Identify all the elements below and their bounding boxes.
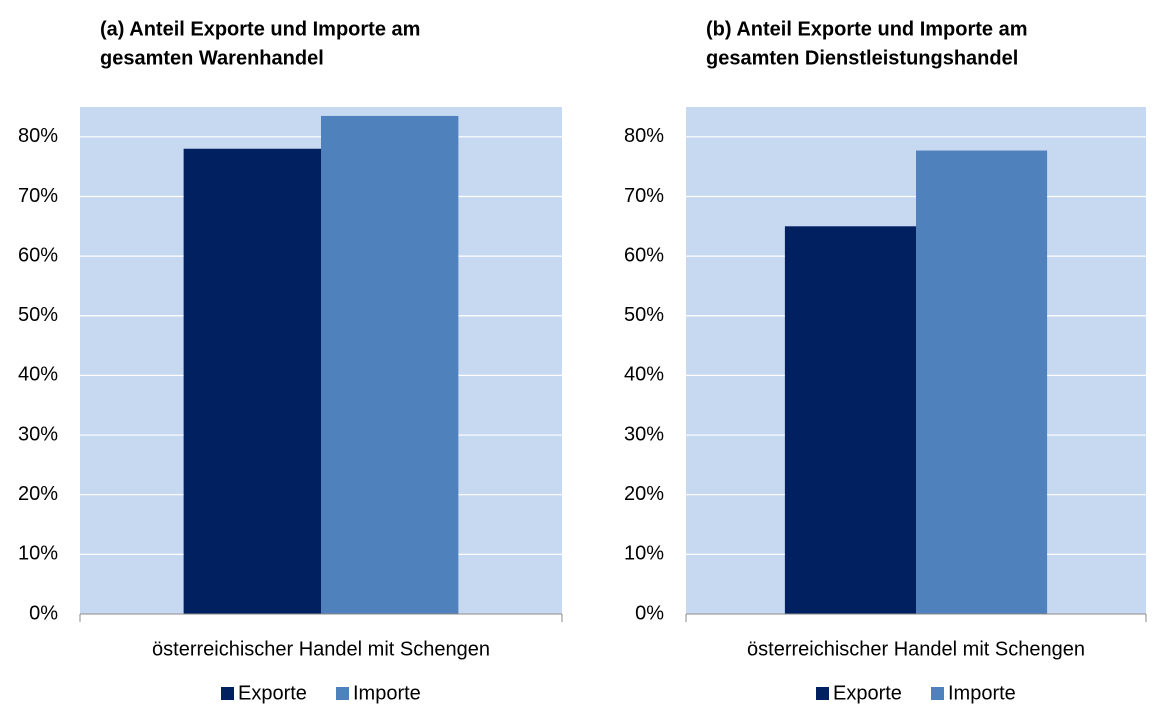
legend-marker — [336, 687, 349, 700]
y-tick-label: 30% — [624, 423, 664, 445]
bar — [784, 226, 916, 614]
chart-title: (a) Anteil Exporte und Importe am — [100, 18, 420, 40]
legend-label: Exporte — [238, 682, 307, 704]
y-tick-label: 40% — [624, 364, 664, 386]
chart-title: gesamten Dienstleistungshandel — [706, 47, 1018, 69]
y-tick-label: 20% — [624, 483, 664, 505]
y-tick-label: 10% — [624, 543, 664, 565]
legend-marker — [221, 687, 234, 700]
bar — [321, 115, 459, 615]
y-tick-label: 70% — [624, 185, 664, 207]
y-tick-label: 30% — [18, 423, 58, 445]
x-tick-label: österreichischer Handel mit Schengen — [152, 638, 490, 660]
legend-marker — [931, 687, 944, 700]
y-tick-label: 0% — [29, 602, 58, 624]
chart-title: (b) Anteil Exporte und Importe am — [706, 18, 1028, 40]
x-tick-label: österreichischer Handel mit Schengen — [747, 638, 1085, 660]
legend-label: Exporte — [833, 682, 902, 704]
y-tick-label: 70% — [18, 185, 58, 207]
y-tick-label: 20% — [18, 483, 58, 505]
bar — [916, 150, 1048, 614]
bar — [183, 148, 321, 615]
y-tick-label: 10% — [18, 543, 58, 565]
y-tick-label: 80% — [624, 125, 664, 147]
legend-marker — [816, 687, 829, 700]
y-tick-label: 80% — [18, 125, 58, 147]
y-tick-label: 60% — [18, 244, 58, 266]
legend-label: Importe — [353, 682, 421, 704]
chart-title: gesamten Warenhandel — [100, 47, 324, 69]
y-tick-label: 50% — [624, 304, 664, 326]
y-tick-label: 40% — [18, 364, 58, 386]
y-tick-label: 50% — [18, 304, 58, 326]
legend-label: Importe — [948, 682, 1016, 704]
y-tick-label: 60% — [624, 244, 664, 266]
y-tick-label: 0% — [635, 602, 664, 624]
